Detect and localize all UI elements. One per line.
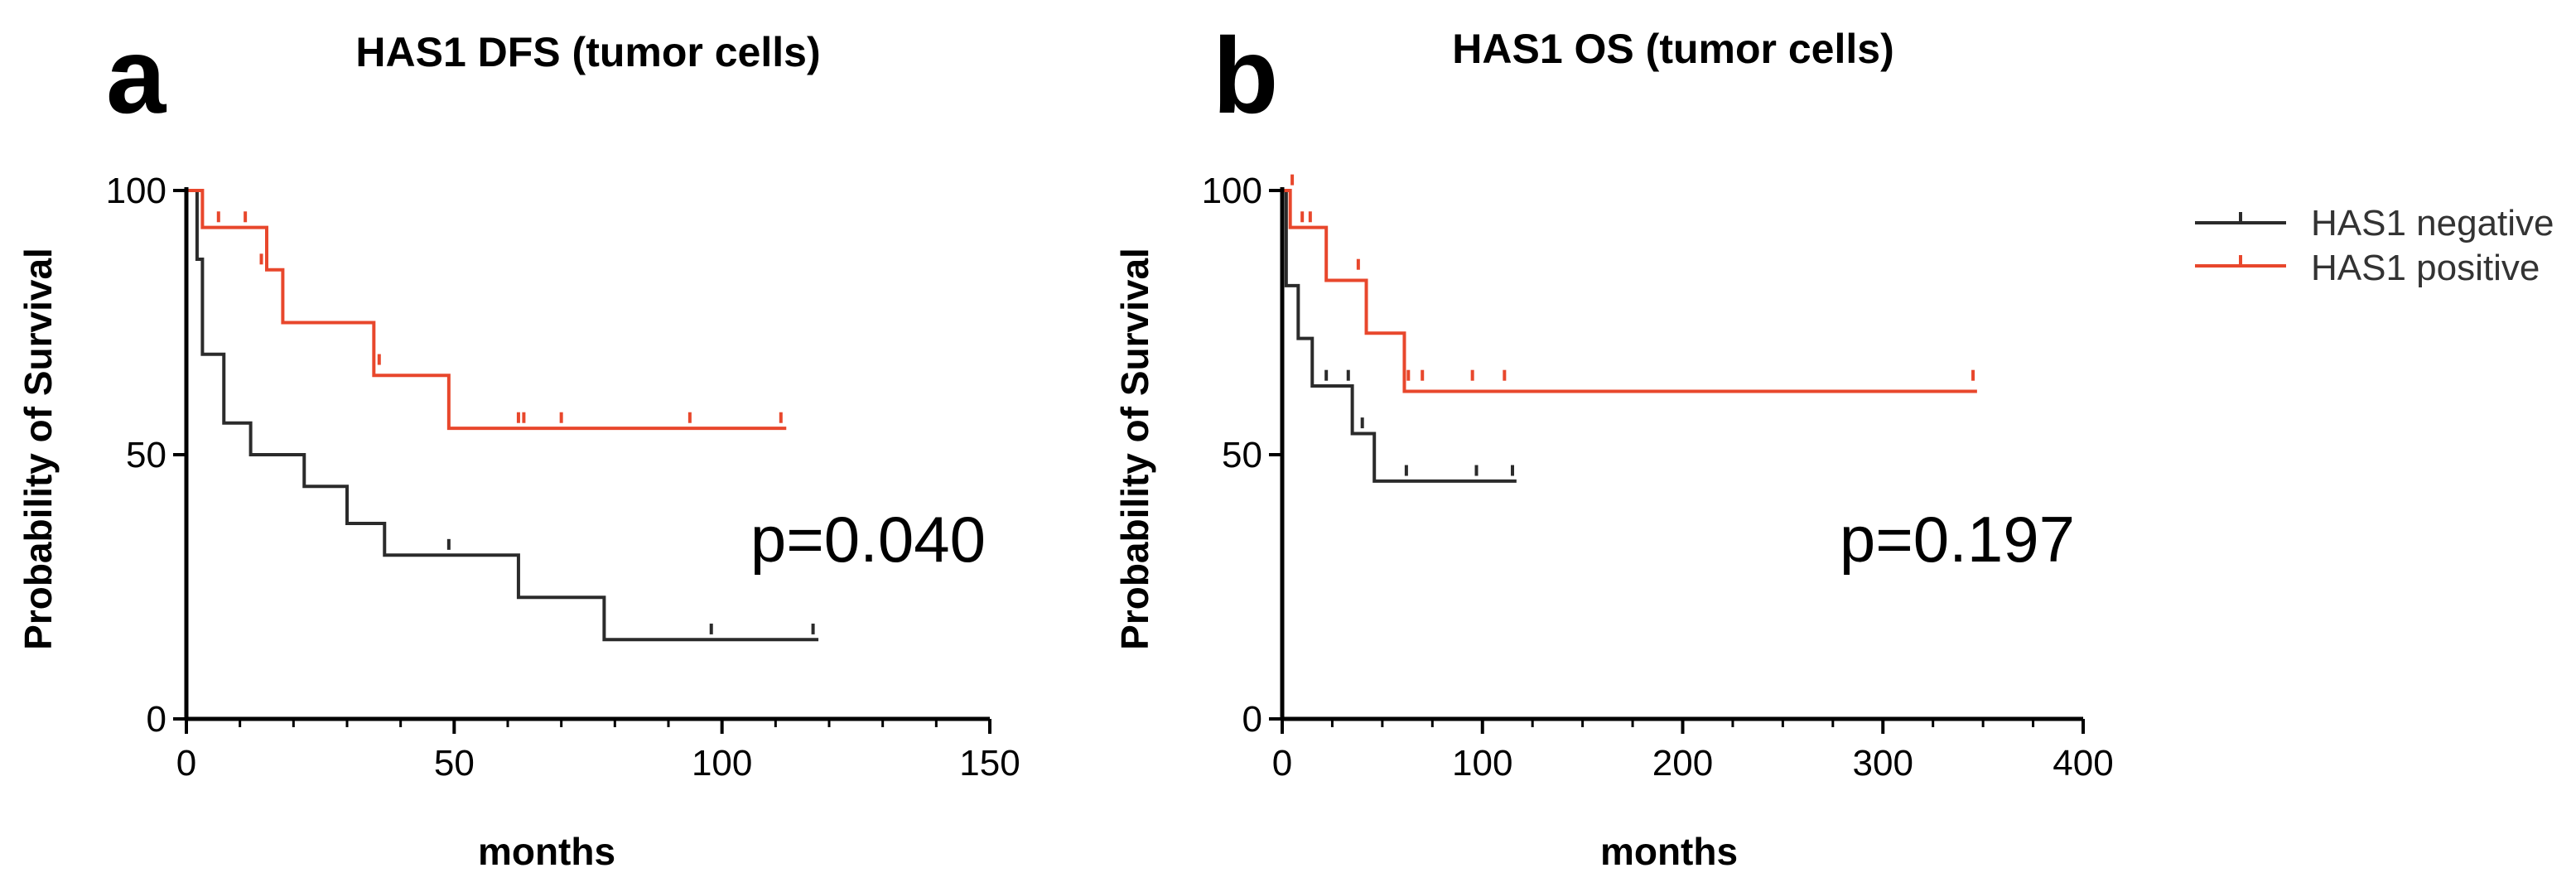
panel-a-y-ticks: 0 50 100 bbox=[106, 171, 186, 740]
legend-entry-negative: HAS1 negative bbox=[2195, 203, 2554, 243]
panel-b-xtick-label-0: 0 bbox=[1272, 743, 1292, 784]
panel-a-pvalue: p=0.040 bbox=[750, 503, 986, 576]
panel-b-ylabel: Probability of Survival bbox=[1113, 248, 1156, 650]
panel-b-y-ticks: 0 50 100 bbox=[1202, 171, 1282, 740]
panel-a-ytick-label-0: 0 bbox=[147, 699, 166, 740]
panel-b-xlabel: months bbox=[1600, 830, 1738, 873]
legend-label-negative: HAS1 negative bbox=[2311, 203, 2554, 243]
panel-b-letter: b bbox=[1213, 15, 1278, 136]
panel-b-axes bbox=[1280, 187, 2083, 721]
panel-b-xtick-label-300: 300 bbox=[1853, 743, 1913, 784]
panel-b-curve-negative bbox=[1282, 189, 1517, 483]
panel-a-letter: a bbox=[106, 15, 167, 136]
panel-a-xlabel: months bbox=[478, 830, 615, 873]
legend: HAS1 negative HAS1 positive bbox=[2195, 203, 2554, 288]
legend-label-positive: HAS1 positive bbox=[2311, 248, 2540, 288]
panel-b-curve-positive bbox=[1282, 189, 1977, 393]
panel-a-xtick-label-100: 100 bbox=[692, 743, 752, 784]
legend-entry-positive: HAS1 positive bbox=[2195, 248, 2540, 288]
panel-b-title: HAS1 OS (tumor cells) bbox=[1452, 26, 1893, 72]
panel-b-xtick-label-400: 400 bbox=[2053, 743, 2113, 784]
panel-a-ylabel: Probability of Survival bbox=[17, 248, 60, 650]
panel-a-ytick-label-100: 100 bbox=[106, 171, 166, 211]
panel-b-ytick-label-0: 0 bbox=[1242, 699, 1262, 740]
panel-a-xtick-label-150: 150 bbox=[959, 743, 1020, 784]
panel-b-x-ticks: 0 100 200 300 400 bbox=[1272, 719, 2114, 784]
panel-a-ytick-label-50: 50 bbox=[126, 435, 166, 475]
panel-b-xtick-label-100: 100 bbox=[1452, 743, 1512, 784]
panel-b-ytick-label-50: 50 bbox=[1222, 435, 1262, 475]
panel-a-curves bbox=[186, 189, 819, 642]
panel-a-curve-positive bbox=[186, 189, 787, 431]
panel-b-ytick-label-100: 100 bbox=[1202, 171, 1262, 211]
panel-a-xtick-label-50: 50 bbox=[434, 743, 475, 784]
panel-a-curve-negative bbox=[186, 189, 819, 642]
panel-a-title: HAS1 DFS (tumor cells) bbox=[355, 29, 820, 75]
panel-b-xtick-label-200: 200 bbox=[1652, 743, 1713, 784]
panel-b-pvalue: p=0.197 bbox=[1840, 503, 2075, 576]
panel-a-xtick-label-0: 0 bbox=[176, 743, 196, 784]
panel-b-curves bbox=[1282, 174, 1977, 483]
panel-b-os-chart: b HAS1 OS (tumor cells) Probability of S… bbox=[1113, 15, 2114, 873]
panel-a-x-ticks: 0 50 100 150 bbox=[176, 719, 1020, 784]
panel-a-dfs-chart: a HAS1 DFS (tumor cells) Probability of … bbox=[17, 15, 1020, 873]
panel-a-axes bbox=[184, 187, 990, 721]
